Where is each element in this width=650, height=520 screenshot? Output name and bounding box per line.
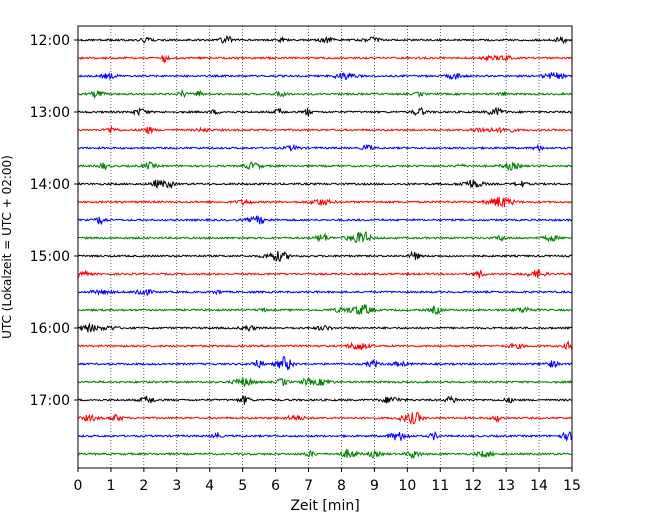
trace-1500 bbox=[77, 250, 573, 262]
trace-1700 bbox=[77, 394, 573, 405]
x-tick-label: 9 bbox=[370, 478, 379, 494]
trace-1345 bbox=[77, 160, 573, 172]
x-tick-label: 3 bbox=[172, 478, 181, 494]
trace-1230 bbox=[77, 72, 573, 81]
seismogram-traces bbox=[77, 34, 573, 460]
trace-1715 bbox=[77, 411, 573, 426]
y-tick-label: 17:00 bbox=[30, 393, 70, 409]
x-tick-label: 10 bbox=[398, 478, 416, 494]
trace-1530 bbox=[77, 288, 573, 297]
x-tick-label: 14 bbox=[530, 478, 548, 494]
trace-1745 bbox=[77, 448, 573, 460]
trace-1600 bbox=[77, 322, 573, 333]
x-tick-label: 5 bbox=[238, 478, 247, 494]
trace-1330 bbox=[77, 143, 573, 153]
x-tick-label: 15 bbox=[563, 478, 581, 494]
y-axis-label: UTC (Lokalzeit = UTC + 02:00) bbox=[0, 155, 14, 339]
trace-1245 bbox=[77, 88, 573, 100]
plot-frame bbox=[77, 25, 573, 469]
trace-1400 bbox=[77, 179, 573, 190]
trace-1315 bbox=[77, 125, 573, 135]
trace-1215 bbox=[77, 54, 573, 64]
x-tick-label: 13 bbox=[497, 478, 515, 494]
trace-1515 bbox=[77, 268, 573, 279]
trace-1445 bbox=[77, 230, 573, 244]
trace-1630 bbox=[77, 355, 573, 371]
y-tick-label: 13:00 bbox=[30, 105, 70, 121]
y-tick-label: 15:00 bbox=[30, 249, 70, 265]
trace-1430 bbox=[77, 214, 573, 226]
trace-1300 bbox=[77, 106, 573, 117]
x-tick-label: 12 bbox=[464, 478, 482, 494]
x-tick-label: 4 bbox=[205, 478, 214, 494]
y-axis: 12:00 13:00 14:00 15:00 16:00 17:00 bbox=[30, 33, 78, 409]
x-tick-label: 1 bbox=[106, 478, 115, 494]
y-tick-label: 16:00 bbox=[30, 321, 70, 337]
trace-1615 bbox=[77, 340, 573, 351]
x-tick-label: 8 bbox=[337, 478, 346, 494]
trace-1545 bbox=[77, 304, 573, 316]
x-tick-label: 7 bbox=[304, 478, 313, 494]
y-tick-label: 14:00 bbox=[30, 177, 70, 193]
x-tick-label: 0 bbox=[74, 478, 83, 494]
trace-1415 bbox=[77, 197, 573, 208]
trace-1645 bbox=[77, 376, 573, 387]
x-tick-label: 6 bbox=[271, 478, 280, 494]
x-tick-label: 2 bbox=[139, 478, 148, 494]
y-tick-label: 12:00 bbox=[30, 33, 70, 49]
x-axis-label: Zeit [min] bbox=[290, 498, 359, 514]
x-tick-label: 11 bbox=[431, 478, 449, 494]
trace-1730 bbox=[77, 430, 573, 443]
x-axis: 0 1 2 3 4 5 6 7 8 9 10 11 12 13 14 15 bbox=[74, 468, 581, 494]
plot-background bbox=[78, 26, 572, 468]
trace-1200 bbox=[77, 34, 573, 45]
